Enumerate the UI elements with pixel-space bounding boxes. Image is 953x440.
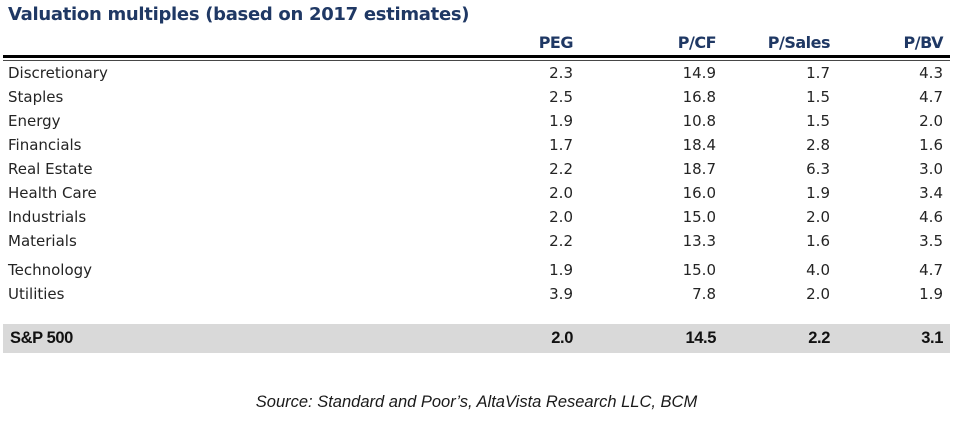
header-divider-thick-line xyxy=(3,55,950,58)
table-row-industrials: Industrials 2.0 15.0 2.0 4.6 xyxy=(3,205,950,229)
cell-peg: 2.2 xyxy=(549,160,573,178)
row-label: Financials xyxy=(8,136,82,154)
cell-psales: 4.0 xyxy=(806,261,830,279)
column-header-pbv: P/BV xyxy=(903,33,944,52)
cell-peg: 2.0 xyxy=(549,208,573,226)
cell-psales: 1.5 xyxy=(806,88,830,106)
row-label: Energy xyxy=(8,112,61,130)
row-label: Real Estate xyxy=(8,160,93,178)
cell-pbv: 2.0 xyxy=(919,112,943,130)
row-label: Health Care xyxy=(8,184,97,202)
cell-pbv: 1.9 xyxy=(919,285,943,303)
cell-pbv: 3.4 xyxy=(919,184,943,202)
table-row-utilities: Utilities 3.9 7.8 2.0 1.9 xyxy=(3,282,950,306)
cell-pcf: 10.8 xyxy=(682,112,716,130)
table-header-row: PEG P/CF P/Sales P/BV xyxy=(3,31,950,53)
valuation-table: PEG P/CF P/Sales P/BV Discretionary 2.3 … xyxy=(3,31,950,353)
cell-psales: 1.6 xyxy=(806,232,830,250)
table-row-energy: Energy 1.9 10.8 1.5 2.0 xyxy=(3,109,950,133)
cell-psales: 2.2 xyxy=(808,329,830,347)
column-header-psales: P/Sales xyxy=(767,33,831,52)
cell-peg: 1.9 xyxy=(549,112,573,130)
table-title: Valuation multiples (based on 2017 estim… xyxy=(8,4,470,25)
cell-psales: 1.7 xyxy=(806,64,830,82)
cell-pcf: 14.9 xyxy=(682,64,716,82)
cell-pcf: 16.8 xyxy=(682,88,716,106)
cell-peg: 1.9 xyxy=(549,261,573,279)
table-row-health-care: Health Care 2.0 16.0 1.9 3.4 xyxy=(3,181,950,205)
cell-pbv: 3.5 xyxy=(919,232,943,250)
cell-pcf: 18.7 xyxy=(682,160,716,178)
source-note: Source: Standard and Poor’s, AltaVista R… xyxy=(255,393,698,411)
row-label: Discretionary xyxy=(8,64,108,82)
cell-peg: 2.5 xyxy=(549,88,573,106)
cell-peg: 2.0 xyxy=(551,329,573,347)
cell-psales: 6.3 xyxy=(806,160,830,178)
cell-psales: 2.8 xyxy=(806,136,830,154)
cell-pcf: 16.0 xyxy=(682,184,716,202)
cell-psales: 2.0 xyxy=(806,285,830,303)
column-header-peg: PEG xyxy=(538,33,574,52)
cell-peg: 3.9 xyxy=(549,285,573,303)
row-label: Staples xyxy=(8,88,64,106)
cell-peg: 1.7 xyxy=(549,136,573,154)
cell-psales: 2.0 xyxy=(806,208,830,226)
cell-pcf: 15.0 xyxy=(682,208,716,226)
table-body: Discretionary 2.3 14.9 1.7 4.3 Staples 2… xyxy=(3,61,950,306)
cell-peg: 2.2 xyxy=(549,232,573,250)
cell-psales: 1.9 xyxy=(806,184,830,202)
header-divider-thin-line xyxy=(3,60,950,61)
cell-pbv: 4.3 xyxy=(919,64,943,82)
table-row-staples: Staples 2.5 16.8 1.5 4.7 xyxy=(3,85,950,109)
cell-peg: 2.3 xyxy=(549,64,573,82)
cell-pcf: 7.8 xyxy=(692,285,716,303)
cell-pbv: 3.0 xyxy=(919,160,943,178)
cell-pbv: 4.6 xyxy=(919,208,943,226)
row-label: Materials xyxy=(8,232,77,250)
column-header-pcf: P/CF xyxy=(677,33,717,52)
summary-row-label: S&P 500 xyxy=(10,329,73,347)
header-divider xyxy=(3,55,950,61)
table-row-financials: Financials 1.7 18.4 2.8 1.6 xyxy=(3,133,950,157)
table-row-materials: Materials 2.2 13.3 1.6 3.5 xyxy=(3,229,950,253)
cell-pbv: 4.7 xyxy=(919,88,943,106)
table-row-real-estate: Real Estate 2.2 18.7 6.3 3.0 xyxy=(3,157,950,181)
cell-pcf: 13.3 xyxy=(682,232,716,250)
cell-pcf: 18.4 xyxy=(682,136,716,154)
cell-psales: 1.5 xyxy=(806,112,830,130)
summary-row-sp500: S&P 500 2.0 14.5 2.2 3.1 xyxy=(3,324,950,353)
cell-peg: 2.0 xyxy=(549,184,573,202)
cell-pbv: 4.7 xyxy=(919,261,943,279)
cell-pbv: 3.1 xyxy=(921,329,943,347)
cell-pcf: 15.0 xyxy=(682,261,716,279)
table-row-technology: Technology 1.9 15.0 4.0 4.7 xyxy=(3,258,950,282)
row-label: Industrials xyxy=(8,208,87,226)
row-label: Technology xyxy=(8,261,93,279)
cell-pcf: 14.5 xyxy=(685,329,716,347)
cell-pbv: 1.6 xyxy=(919,136,943,154)
table-row-discretionary: Discretionary 2.3 14.9 1.7 4.3 xyxy=(3,61,950,85)
row-label: Utilities xyxy=(8,285,65,303)
